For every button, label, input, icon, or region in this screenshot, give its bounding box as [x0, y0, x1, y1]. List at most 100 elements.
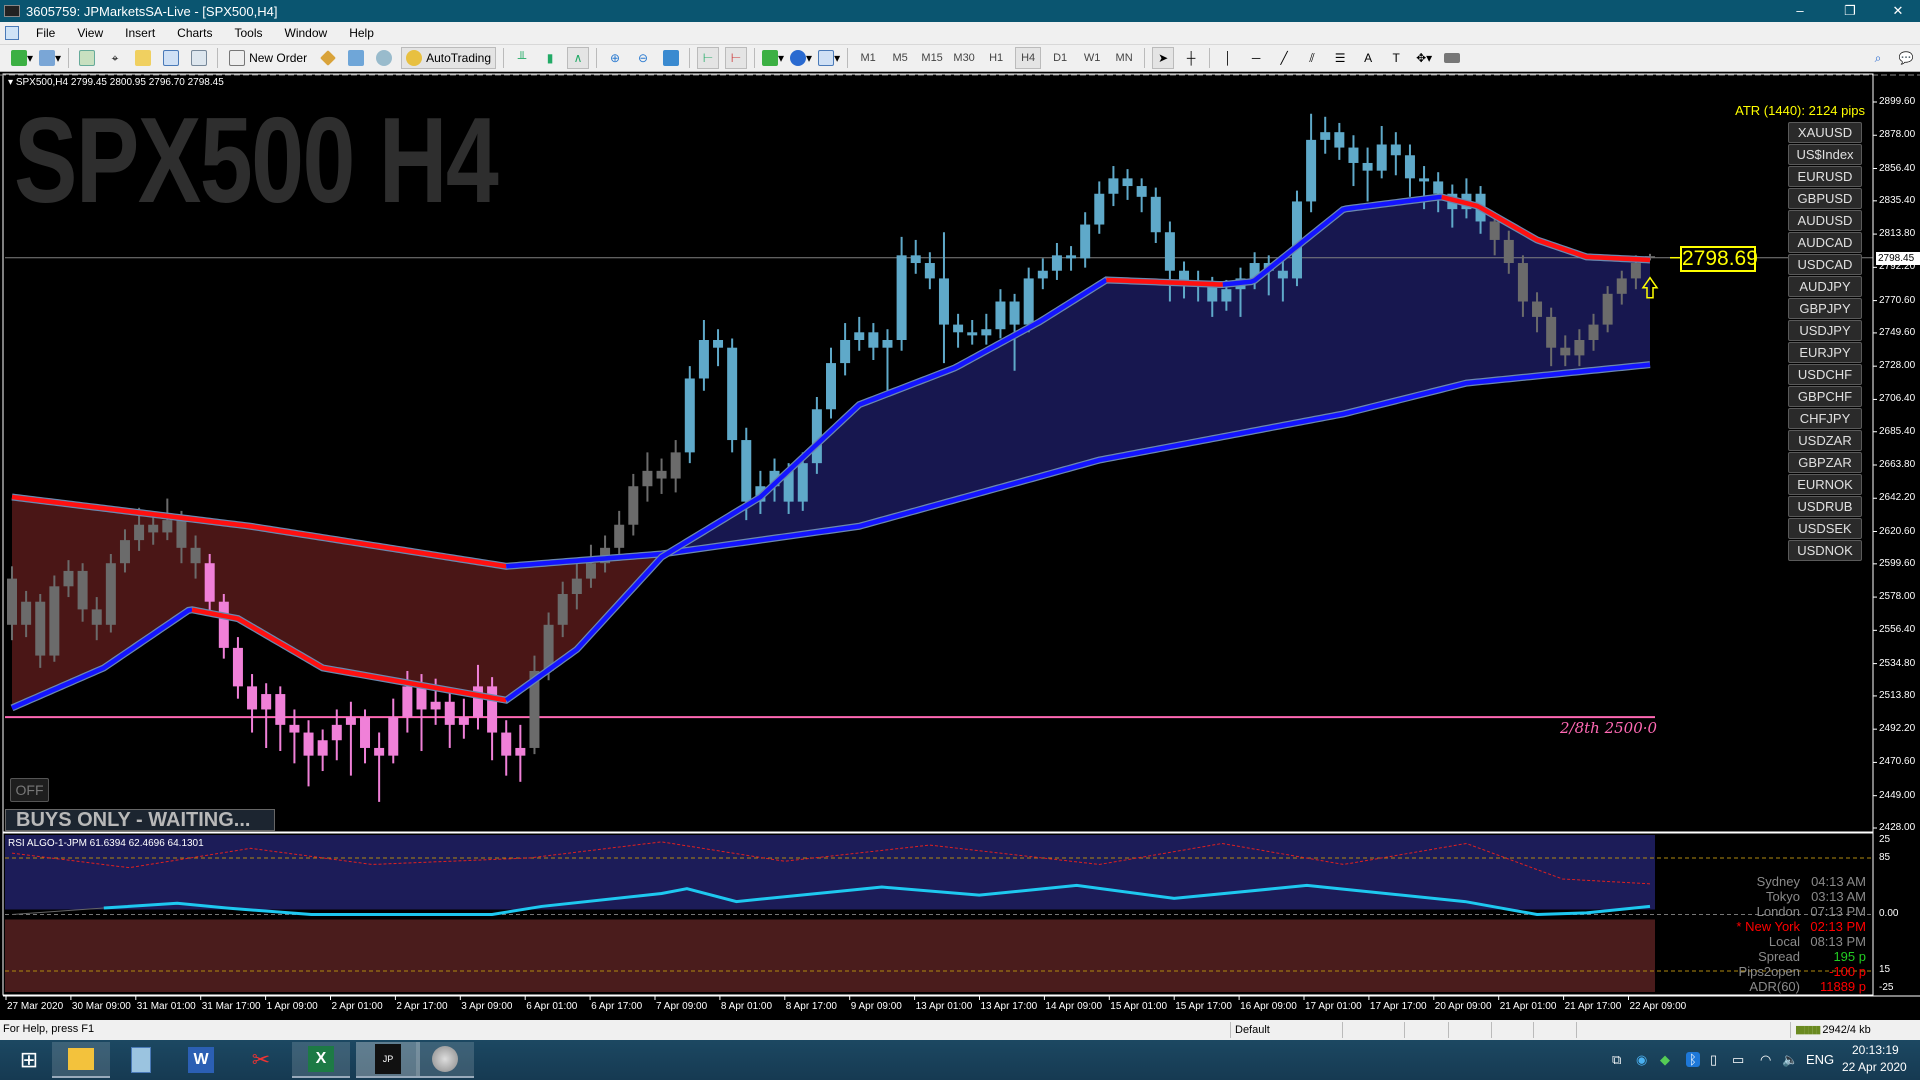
price-chart[interactable] — [0, 0, 1920, 1020]
taskbar-metatrader[interactable]: JP — [356, 1042, 420, 1078]
data-window-button[interactable]: ⌖ — [104, 47, 126, 69]
symbol-button-usdjpy[interactable]: USDJPY — [1788, 320, 1862, 341]
symbol-button-usindex[interactable]: US$Index — [1788, 144, 1862, 165]
candlestick-button[interactable]: ▮ — [539, 47, 561, 69]
trendline-button[interactable]: ╱ — [1273, 47, 1295, 69]
line-chart-button[interactable]: ∧ — [567, 47, 590, 69]
symbol-button-gbpzar[interactable]: GBPZAR — [1788, 452, 1862, 473]
timeframe-m5[interactable]: M5 — [892, 52, 908, 64]
arrows-button[interactable]: ✥▾ — [1413, 47, 1435, 69]
menu-charts[interactable]: Charts — [177, 26, 213, 40]
candle-body — [826, 363, 836, 410]
chart-shift-button[interactable]: ⊢ — [725, 47, 748, 69]
fibonacci-button[interactable]: ☰ — [1329, 47, 1351, 69]
chart-window-icon[interactable] — [5, 26, 19, 40]
tile-windows-button[interactable] — [660, 47, 682, 69]
zoom-in-button[interactable]: ⊕ — [604, 47, 626, 69]
battery-icon[interactable]: ▭ — [1732, 1052, 1745, 1067]
symbol-button-audcad[interactable]: AUDCAD — [1788, 232, 1862, 253]
candle-body — [995, 301, 1006, 330]
timeframe-w1[interactable]: W1 — [1083, 52, 1101, 64]
symbol-button-eurnok[interactable]: EURNOK — [1788, 474, 1862, 495]
task-view-icon[interactable]: ⧉ — [1612, 1052, 1622, 1067]
signals-button[interactable] — [345, 47, 367, 69]
terminal-button[interactable] — [160, 47, 182, 69]
symbol-button-usdrub[interactable]: USDRUB — [1788, 496, 1862, 517]
usb-icon[interactable]: ▯ — [1710, 1052, 1718, 1067]
candle-body — [1023, 278, 1034, 325]
screenshot-button[interactable] — [1441, 47, 1463, 69]
symbol-button-usdsek[interactable]: USDSEK — [1788, 518, 1862, 539]
text-label-button[interactable]: T — [1385, 47, 1407, 69]
vps-button[interactable] — [373, 47, 395, 69]
symbol-button-eurusd[interactable]: EURUSD — [1788, 166, 1862, 187]
crosshair-button[interactable]: ┼ — [1180, 47, 1202, 69]
menu-help[interactable]: Help — [349, 26, 374, 40]
language-indicator[interactable]: ENG — [1806, 1052, 1835, 1067]
symbol-button-eurjpy[interactable]: EURJPY — [1788, 342, 1862, 363]
wifi-icon[interactable]: ◠ — [1760, 1052, 1772, 1067]
tester-button[interactable] — [188, 47, 210, 69]
symbol-button-gbpchf[interactable]: GBPCHF — [1788, 386, 1862, 407]
taskbar-calculator[interactable] — [112, 1042, 170, 1078]
taskbar-excel[interactable]: X — [292, 1042, 350, 1078]
trendline-icon: ╱ — [1280, 51, 1288, 65]
symbol-button-gbpjpy[interactable]: GBPJPY — [1788, 298, 1862, 319]
taskbar-snipping-tool[interactable]: ✂ — [232, 1042, 290, 1078]
symbol-button-usdnok[interactable]: USDNOK — [1788, 540, 1862, 561]
new-chart-button[interactable]: ▾ — [11, 47, 33, 69]
symbol-button-xauusd[interactable]: XAUUSD — [1788, 122, 1862, 143]
text-button[interactable]: A — [1357, 47, 1379, 69]
taskbar-explorer[interactable] — [52, 1042, 110, 1078]
taskbar-audio[interactable] — [416, 1042, 474, 1078]
bar-chart-button[interactable]: ╨ — [511, 47, 533, 69]
timeframe-m30[interactable]: M30 — [953, 52, 975, 64]
symbol-button-usdchf[interactable]: USDCHF — [1788, 364, 1862, 385]
chat-button[interactable]: 💬 — [1895, 47, 1917, 69]
cloud-icon[interactable]: ◉ — [1636, 1052, 1648, 1067]
menu-tools[interactable]: Tools — [234, 26, 263, 40]
symbol-button-usdcad[interactable]: USDCAD — [1788, 254, 1862, 275]
templates-button[interactable]: ▾ — [818, 47, 840, 69]
menu-insert[interactable]: Insert — [125, 26, 156, 40]
symbol-button-gbpusd[interactable]: GBPUSD — [1788, 188, 1862, 209]
menu-file[interactable]: File — [36, 26, 56, 40]
indicators-button[interactable]: ▾ — [762, 47, 784, 69]
bluetooth-icon[interactable]: ᛒ — [1686, 1052, 1700, 1067]
search-button[interactable]: ⌕ — [1867, 47, 1889, 69]
vertical-line-button[interactable]: │ — [1217, 47, 1239, 69]
autotrading-button[interactable]: AutoTrading — [401, 47, 497, 69]
minimize-button[interactable]: – — [1796, 3, 1804, 18]
menu-window[interactable]: Window — [284, 26, 328, 40]
timeframe-m15[interactable]: M15 — [921, 52, 943, 64]
timeframe-h1[interactable]: H1 — [989, 52, 1004, 64]
symbol-button-usdzar[interactable]: USDZAR — [1788, 430, 1862, 451]
close-button[interactable]: ✕ — [1892, 3, 1904, 18]
symbol-button-audjpy[interactable]: AUDJPY — [1788, 276, 1862, 297]
off-button[interactable]: OFF — [10, 778, 49, 802]
horizontal-line-button[interactable]: ─ — [1245, 47, 1267, 69]
menu-view[interactable]: View — [77, 26, 104, 40]
timeframe-m1[interactable]: M1 — [860, 52, 876, 64]
profiles-button[interactable]: ▾ — [39, 47, 61, 69]
market-watch-button[interactable] — [76, 47, 98, 69]
restore-button[interactable]: ❐ — [1844, 3, 1856, 18]
auto-scroll-button[interactable]: ⊢ — [697, 47, 720, 69]
timeframe-h4[interactable]: H4 — [1015, 47, 1042, 69]
start-button[interactable]: ⊞ — [0, 1042, 58, 1078]
taskbar-word[interactable]: W — [172, 1042, 230, 1078]
timeframe-d1[interactable]: D1 — [1053, 52, 1068, 64]
volume-icon[interactable]: 🔈 — [1782, 1052, 1799, 1067]
symbol-button-chfjpy[interactable]: CHFJPY — [1788, 408, 1862, 429]
new-order-button[interactable]: New Order — [225, 47, 311, 69]
channel-button[interactable]: ⫽ — [1301, 47, 1323, 69]
navigator-button[interactable] — [132, 47, 154, 69]
download-manager-icon[interactable]: ◆ — [1660, 1052, 1670, 1067]
zoom-out-button[interactable]: ⊖ — [632, 47, 654, 69]
periods-button[interactable]: ▾ — [790, 47, 812, 69]
symbol-button-audusd[interactable]: AUDUSD — [1788, 210, 1862, 231]
cursor-button[interactable]: ➤ — [1152, 47, 1175, 69]
clock-date[interactable]: 22 Apr 2020 — [1842, 1060, 1907, 1074]
timeframe-mn[interactable]: MN — [1115, 52, 1133, 64]
clock-time[interactable]: 20:13:19 — [1852, 1043, 1899, 1057]
